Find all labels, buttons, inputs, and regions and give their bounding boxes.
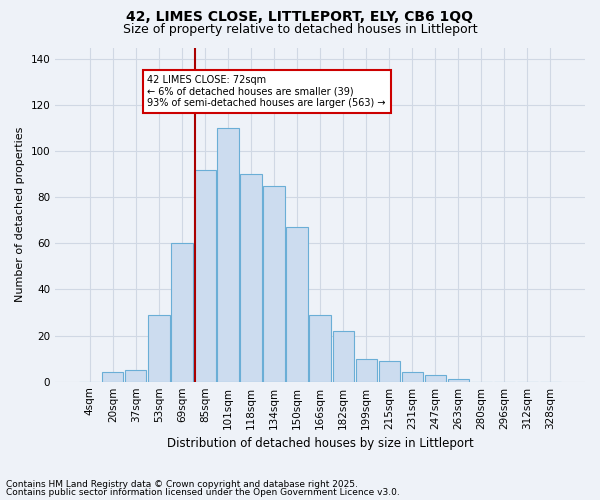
Bar — [401, 372, 423, 382]
X-axis label: Distribution of detached houses by size in Littleport: Distribution of detached houses by size … — [167, 437, 473, 450]
Text: 42, LIMES CLOSE, LITTLEPORT, ELY, CB6 1QQ: 42, LIMES CLOSE, LITTLEPORT, ELY, CB6 1Q… — [127, 10, 473, 24]
Bar — [286, 228, 308, 382]
Bar — [172, 244, 193, 382]
Text: 42 LIMES CLOSE: 72sqm
← 6% of detached houses are smaller (39)
93% of semi-detac: 42 LIMES CLOSE: 72sqm ← 6% of detached h… — [148, 75, 386, 108]
Bar — [125, 370, 146, 382]
Bar — [379, 361, 400, 382]
Bar — [102, 372, 124, 382]
Bar — [217, 128, 239, 382]
Bar — [148, 315, 170, 382]
Text: Contains public sector information licensed under the Open Government Licence v3: Contains public sector information licen… — [6, 488, 400, 497]
Bar — [425, 375, 446, 382]
Bar — [356, 358, 377, 382]
Text: Contains HM Land Registry data © Crown copyright and database right 2025.: Contains HM Land Registry data © Crown c… — [6, 480, 358, 489]
Y-axis label: Number of detached properties: Number of detached properties — [15, 127, 25, 302]
Text: Size of property relative to detached houses in Littleport: Size of property relative to detached ho… — [122, 22, 478, 36]
Bar — [241, 174, 262, 382]
Bar — [263, 186, 284, 382]
Bar — [332, 331, 353, 382]
Bar — [448, 380, 469, 382]
Bar — [194, 170, 215, 382]
Bar — [310, 315, 331, 382]
